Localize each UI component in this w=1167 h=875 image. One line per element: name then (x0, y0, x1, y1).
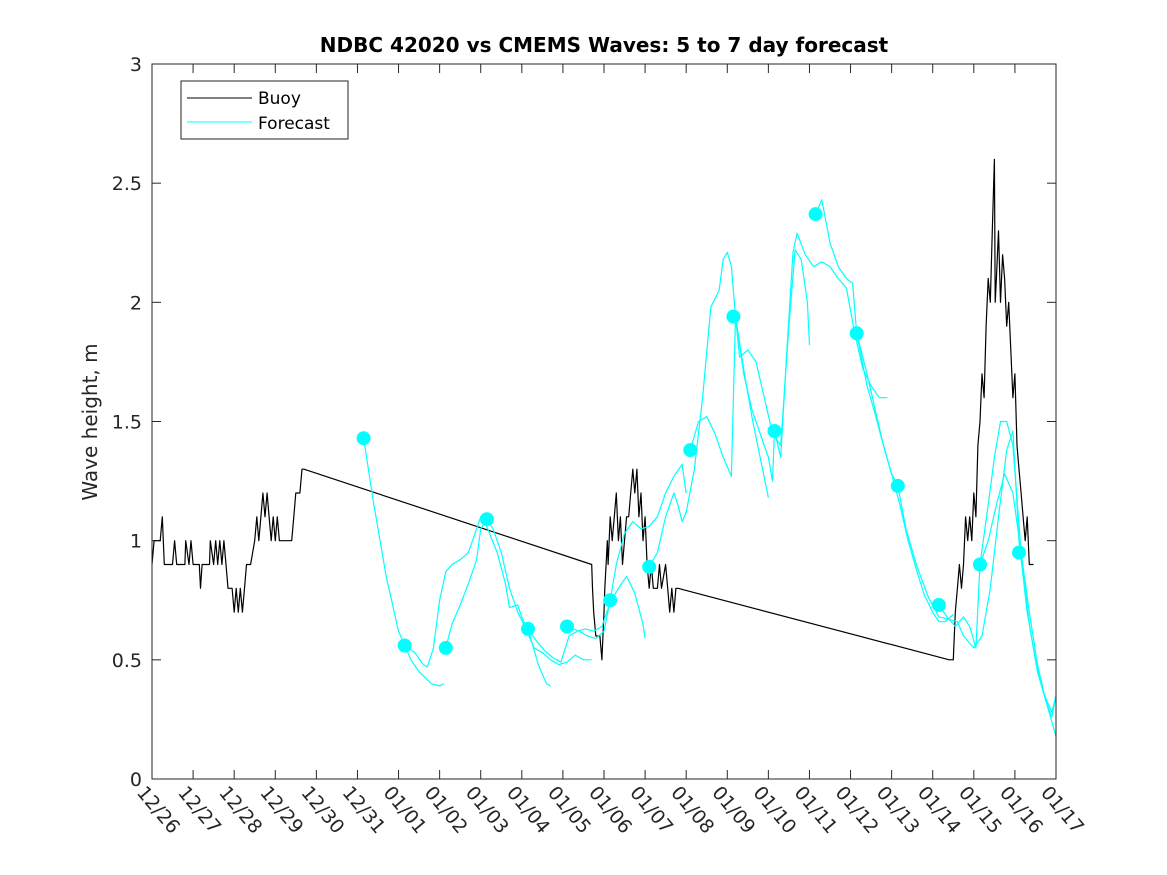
buoy-series-line (151, 158, 1034, 661)
forecast-start-marker (931, 598, 946, 612)
forecast-start-marker (890, 478, 905, 493)
forecast-series-line (856, 333, 1057, 713)
y-tick-labels: 0 0.5 1 1.5 2 2.5 3 (112, 54, 142, 791)
forecast-start-marker (560, 619, 574, 634)
data-lines (151, 158, 1057, 737)
forecast-start-marker (973, 557, 987, 572)
y-tick-label: 1 (130, 531, 142, 553)
forecast-series-line (445, 518, 592, 666)
forecast-start-marker (767, 424, 782, 438)
forecast-series-line (363, 438, 444, 687)
plot-area (152, 64, 1056, 779)
forecast-series-line (689, 249, 811, 477)
chart-title: NDBC 42020 vs CMEMS Waves: 5 to 7 day fo… (320, 33, 889, 57)
forecast-start-marker (1012, 545, 1026, 560)
forecast-start-marker (642, 559, 657, 574)
y-axis-label: Wave height, m (78, 343, 102, 500)
y-tick-label: 1.5 (112, 412, 142, 434)
plot-frame (151, 63, 1057, 780)
y-tick-label: 2.5 (112, 173, 142, 195)
forecast-start-marker (726, 309, 741, 324)
forecast-start-marker (683, 443, 698, 458)
forecast-series-line (527, 575, 646, 663)
forecast-start-marker (808, 207, 823, 222)
legend-forecast-label: Forecast (258, 114, 330, 134)
forecast-start-marker (479, 512, 494, 527)
forecast-start-marker (356, 431, 371, 446)
forecast-start-marker (521, 621, 535, 636)
axis-ticks (151, 63, 1057, 780)
forecast-start-marker (603, 593, 618, 608)
forecast-series-line (938, 420, 1057, 737)
legend-box (180, 80, 349, 140)
forecast-start-marker (438, 640, 453, 655)
legend-buoy-label: Buoy (258, 89, 301, 109)
y-tick-label: 0.5 (112, 650, 142, 672)
y-tick-label: 3 (130, 54, 142, 76)
forecast-series-line (734, 232, 888, 482)
forecast-series-line (566, 463, 687, 639)
y-tick-label: 0 (130, 769, 142, 791)
legend: Buoy Forecast (180, 80, 349, 140)
y-tick-label: 2 (130, 292, 142, 314)
data-markers (356, 207, 1026, 655)
forecast-start-marker (849, 326, 864, 341)
forecast-start-marker (397, 638, 412, 653)
forecast-series-line (648, 251, 769, 568)
